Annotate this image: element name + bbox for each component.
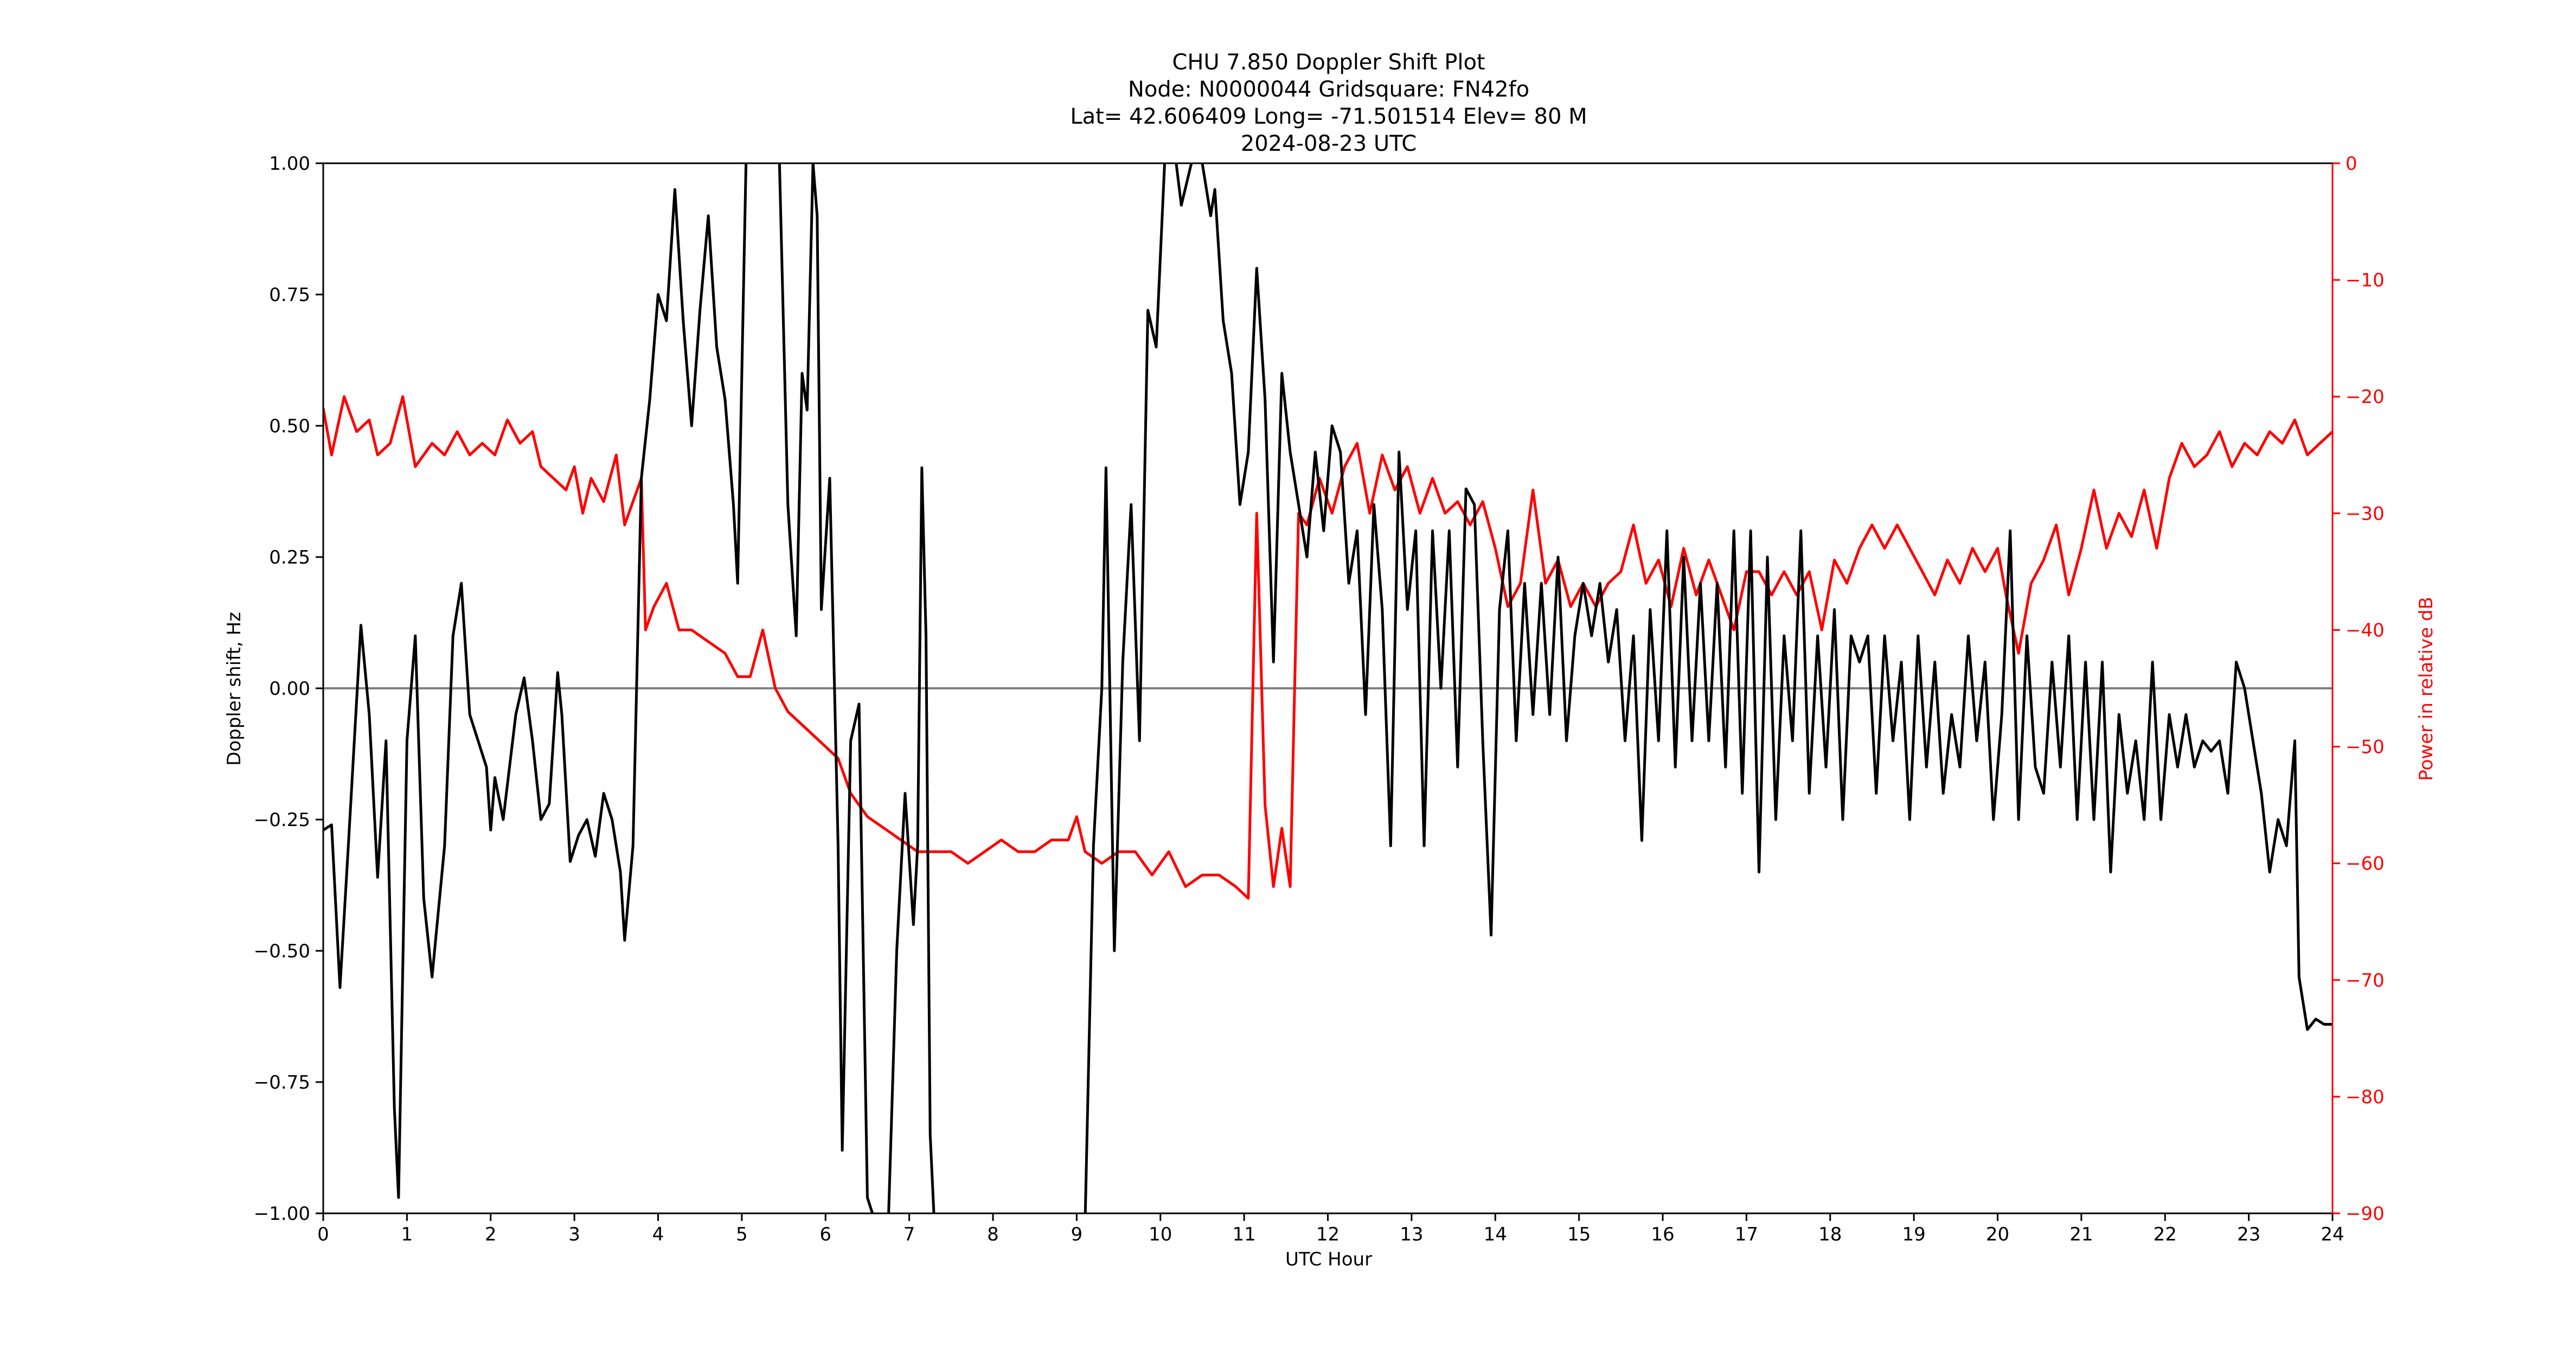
y2-tick-label: −50 bbox=[2346, 737, 2385, 758]
x-tick-label: 20 bbox=[1986, 1224, 2009, 1245]
power-series-line bbox=[323, 395, 2333, 900]
x-tick-label: 0 bbox=[317, 1224, 329, 1245]
y2-tick-label: −80 bbox=[2346, 1086, 2385, 1108]
x-tick-label: 13 bbox=[1400, 1224, 1423, 1245]
y2-tick-label: −40 bbox=[2346, 619, 2385, 641]
x-axis-ticks: 0 1 2 3 4 5 6 7 8 9 10 11 12 13 14 15 16 17 18 19 20 21 22 23 24 bbox=[317, 1213, 2344, 1245]
x-tick-label: 21 bbox=[2069, 1224, 2093, 1245]
x-axis-label: UTC Hour bbox=[1285, 1249, 1372, 1270]
x-tick-label: 16 bbox=[1651, 1224, 1674, 1245]
x-tick-label: 9 bbox=[1071, 1224, 1083, 1245]
y-tick-label: 0.75 bbox=[269, 284, 310, 306]
y-tick-label: −0.75 bbox=[254, 1072, 310, 1093]
series-layer bbox=[323, 163, 2333, 1213]
y2-tick-label: −30 bbox=[2346, 503, 2385, 525]
title-line-2: Node: N0000044 Gridsquare: FN42fo bbox=[1128, 77, 1529, 102]
x-tick-label: 15 bbox=[1567, 1224, 1591, 1245]
y2-tick-label: −60 bbox=[2346, 853, 2385, 875]
y-tick-label: 0.00 bbox=[269, 678, 310, 700]
y-tick-label: −0.25 bbox=[254, 809, 310, 831]
chart-title: CHU 7.850 Doppler Shift Plot Node: N0000… bbox=[1070, 50, 1587, 156]
title-line-1: CHU 7.850 Doppler Shift Plot bbox=[1172, 50, 1485, 75]
x-tick-label: 17 bbox=[1735, 1224, 1758, 1245]
x-tick-label: 24 bbox=[2321, 1224, 2344, 1245]
y-tick-label: 0.50 bbox=[269, 415, 310, 437]
x-tick-label: 14 bbox=[1484, 1224, 1507, 1245]
x-tick-label: 7 bbox=[903, 1224, 915, 1245]
x-tick-label: 3 bbox=[568, 1224, 580, 1245]
doppler-series-line bbox=[323, 163, 2333, 1213]
x-tick-label: 1 bbox=[401, 1224, 413, 1245]
y-tick-label: −1.00 bbox=[254, 1203, 310, 1225]
y2-axis-ticks: 0 −10 −20 −30 −40 −50 −60 −70 −80 −90 bbox=[2333, 153, 2385, 1225]
x-tick-label: 22 bbox=[2154, 1224, 2177, 1245]
x-tick-label: 11 bbox=[1232, 1224, 1255, 1245]
x-tick-label: 8 bbox=[987, 1224, 999, 1245]
x-tick-label: 5 bbox=[736, 1224, 748, 1245]
y2-tick-label: 0 bbox=[2346, 153, 2357, 175]
y-tick-label: −0.50 bbox=[254, 941, 310, 962]
x-tick-label: 6 bbox=[819, 1224, 831, 1245]
x-tick-label: 12 bbox=[1316, 1224, 1340, 1245]
y2-axis-label: Power in relative dB bbox=[2415, 597, 2437, 781]
y2-tick-label: −10 bbox=[2346, 270, 2385, 291]
y-tick-label: 0.25 bbox=[269, 547, 310, 568]
y-axis-ticks: 1.00 0.75 0.50 0.25 0.00 −0.25 −0.50 −0.75 −1.00 bbox=[254, 153, 323, 1225]
y-axis-label: Doppler shift, Hz bbox=[223, 612, 245, 766]
x-tick-label: 23 bbox=[2237, 1224, 2260, 1245]
x-tick-label: 10 bbox=[1149, 1224, 1172, 1245]
y2-tick-label: −90 bbox=[2346, 1203, 2385, 1225]
x-tick-label: 19 bbox=[1902, 1224, 1925, 1245]
y-tick-label: 1.00 bbox=[269, 153, 310, 175]
x-tick-label: 2 bbox=[485, 1224, 497, 1245]
x-tick-label: 4 bbox=[652, 1224, 664, 1245]
y2-tick-label: −20 bbox=[2346, 386, 2385, 408]
title-line-3: Lat= 42.606409 Long= -71.501514 Elev= 80… bbox=[1070, 104, 1587, 129]
y2-tick-label: −70 bbox=[2346, 970, 2385, 992]
title-line-4: 2024-08-23 UTC bbox=[1241, 131, 1417, 156]
x-tick-label: 18 bbox=[1818, 1224, 1842, 1245]
